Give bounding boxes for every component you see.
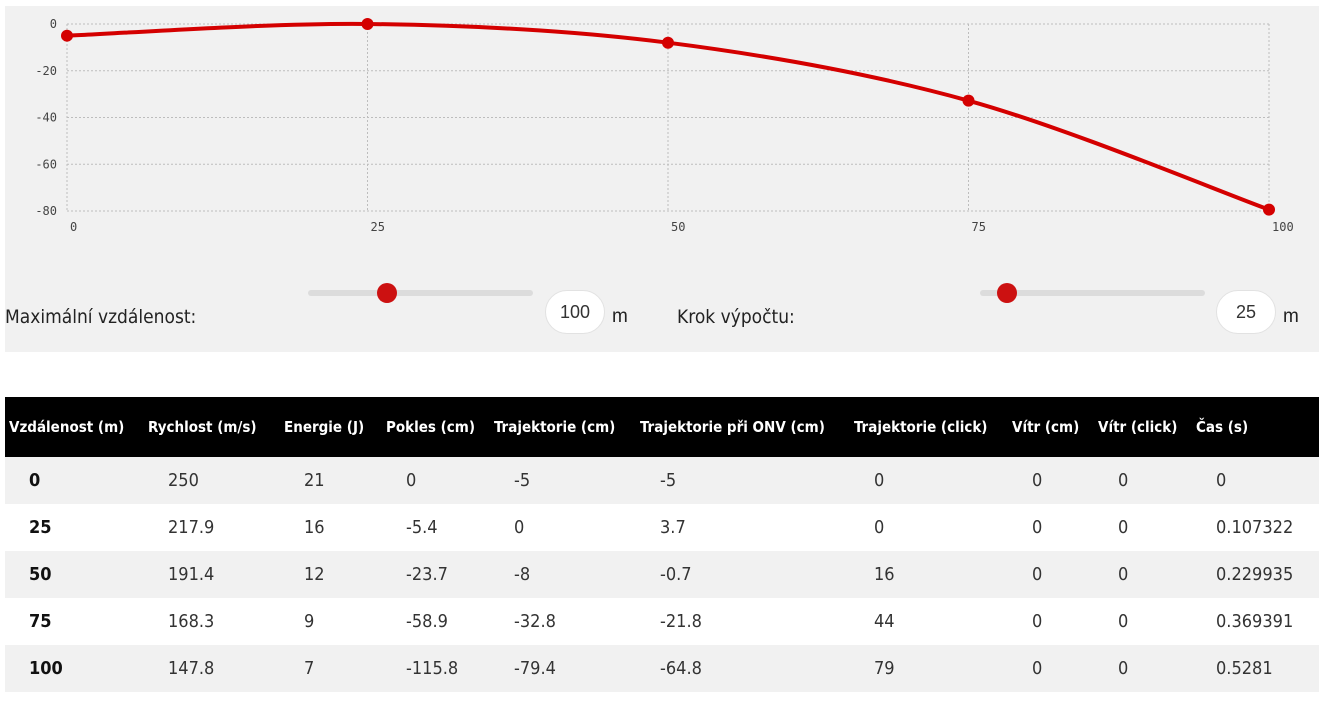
header-distance: Vzdálenost (m) <box>5 397 144 457</box>
cell-trajectory: -79.4 <box>490 645 636 692</box>
x-tick-label: 0 <box>70 220 77 234</box>
cell-trajectory-click: 0 <box>850 504 1008 551</box>
header-wind-cm: Vítr (cm) <box>1008 397 1094 457</box>
cell-time: 0.369391 <box>1192 598 1319 645</box>
cell-distance: 50 <box>5 551 144 598</box>
cell-time: 0 <box>1192 457 1319 504</box>
max-distance-input[interactable]: 100 <box>545 290 605 334</box>
cell-trajectory: 0 <box>490 504 636 551</box>
x-tick-label: 75 <box>972 220 986 234</box>
x-tick-label: 25 <box>371 220 385 234</box>
max-distance-label: Maximální vzdálenost: <box>5 306 197 328</box>
cell-wind-click: 0 <box>1094 551 1192 598</box>
table-row: 50 191.4 12 -23.7 -8 -0.7 16 0 0 0.229935 <box>5 551 1319 598</box>
step-slider[interactable] <box>980 283 1205 303</box>
cell-trajectory-onv: -0.7 <box>636 551 850 598</box>
cell-wind-cm: 0 <box>1008 551 1094 598</box>
chart-panel: 0 -20 -40 -60 -80 0 25 50 75 100 Maximální vzdále… <box>5 6 1319 352</box>
cell-wind-cm: 0 <box>1008 504 1094 551</box>
cell-energy: 12 <box>280 551 382 598</box>
cell-trajectory: -8 <box>490 551 636 598</box>
y-tick-label: -20 <box>35 64 57 78</box>
header-energy: Energie (J) <box>280 397 382 457</box>
cell-velocity: 147.8 <box>144 645 280 692</box>
cell-velocity: 217.9 <box>144 504 280 551</box>
step-input[interactable]: 25 <box>1216 290 1276 334</box>
cell-drop: 0 <box>382 457 490 504</box>
cell-velocity: 250 <box>144 457 280 504</box>
step-label: Krok výpočtu: <box>677 306 795 328</box>
cell-trajectory-onv: -5 <box>636 457 850 504</box>
header-trajectory-click: Trajektorie (click) <box>850 397 1008 457</box>
header-drop: Pokles (cm) <box>382 397 490 457</box>
cell-time: 0.5281 <box>1192 645 1319 692</box>
cell-wind-click: 0 <box>1094 645 1192 692</box>
table-row: 75 168.3 9 -58.9 -32.8 -21.8 44 0 0 0.369391 <box>5 598 1319 645</box>
cell-drop: -115.8 <box>382 645 490 692</box>
y-tick-label: 0 <box>50 17 57 31</box>
data-point <box>361 18 374 30</box>
table-header-row: Vzdálenost (m) Rychlost (m/s) Energie (J… <box>5 397 1319 457</box>
header-trajectory-onv: Trajektorie při ONV (cm) <box>636 397 850 457</box>
cell-distance: 0 <box>5 457 144 504</box>
cell-velocity: 168.3 <box>144 598 280 645</box>
header-velocity: Rychlost (m/s) <box>144 397 280 457</box>
y-tick-label: -80 <box>35 204 57 218</box>
cell-distance: 100 <box>5 645 144 692</box>
cell-distance: 25 <box>5 504 144 551</box>
cell-time: 0.107322 <box>1192 504 1319 551</box>
cell-drop: -23.7 <box>382 551 490 598</box>
results-table: Vzdálenost (m) Rychlost (m/s) Energie (J… <box>5 397 1319 692</box>
cell-trajectory: -32.8 <box>490 598 636 645</box>
cell-distance: 75 <box>5 598 144 645</box>
max-distance-slider-handle[interactable] <box>376 283 397 303</box>
cell-drop: -5.4 <box>382 504 490 551</box>
cell-trajectory: -5 <box>490 457 636 504</box>
x-tick-label: 100 <box>1272 220 1294 234</box>
cell-trajectory-onv: 3.7 <box>636 504 850 551</box>
cell-wind-cm: 0 <box>1008 645 1094 692</box>
step-unit: m <box>1283 306 1299 327</box>
cell-velocity: 191.4 <box>144 551 280 598</box>
cell-trajectory-onv: -21.8 <box>636 598 850 645</box>
header-time: Čas (s) <box>1192 397 1319 457</box>
cell-trajectory-onv: -64.8 <box>636 645 850 692</box>
cell-wind-click: 0 <box>1094 457 1192 504</box>
cell-energy: 16 <box>280 504 382 551</box>
data-point <box>662 36 674 49</box>
y-tick-label: -40 <box>35 111 57 125</box>
cell-energy: 7 <box>280 645 382 692</box>
cell-wind-click: 0 <box>1094 504 1192 551</box>
step-slider-handle[interactable] <box>997 283 1017 303</box>
table-row: 0 250 21 0 -5 -5 0 0 0 0 <box>5 457 1319 504</box>
cell-energy: 9 <box>280 598 382 645</box>
cell-trajectory-click: 16 <box>850 551 1008 598</box>
header-wind-click: Vítr (click) <box>1094 397 1192 457</box>
table-row: 25 217.9 16 -5.4 0 3.7 0 0 0 0.107322 <box>5 504 1319 551</box>
table-row: 100 147.8 7 -115.8 -79.4 -64.8 79 0 0 0.5281 <box>5 645 1319 692</box>
cell-wind-cm: 0 <box>1008 457 1094 504</box>
cell-trajectory-click: 0 <box>850 457 1008 504</box>
cell-drop: -58.9 <box>382 598 490 645</box>
cell-time: 0.229935 <box>1192 551 1319 598</box>
cell-wind-click: 0 <box>1094 598 1192 645</box>
max-distance-slider[interactable] <box>308 283 533 303</box>
trajectory-chart: 0 -20 -40 -60 -80 0 25 50 75 100 <box>35 17 1294 234</box>
data-point <box>1263 203 1275 216</box>
data-point <box>962 94 975 107</box>
x-tick-label: 50 <box>671 220 685 234</box>
cell-wind-cm: 0 <box>1008 598 1094 645</box>
data-point <box>61 29 73 42</box>
cell-trajectory-click: 79 <box>850 645 1008 692</box>
max-distance-unit: m <box>612 306 628 327</box>
cell-energy: 21 <box>280 457 382 504</box>
header-trajectory: Trajektorie (cm) <box>490 397 636 457</box>
cell-trajectory-click: 44 <box>850 598 1008 645</box>
y-tick-label: -60 <box>35 157 57 171</box>
